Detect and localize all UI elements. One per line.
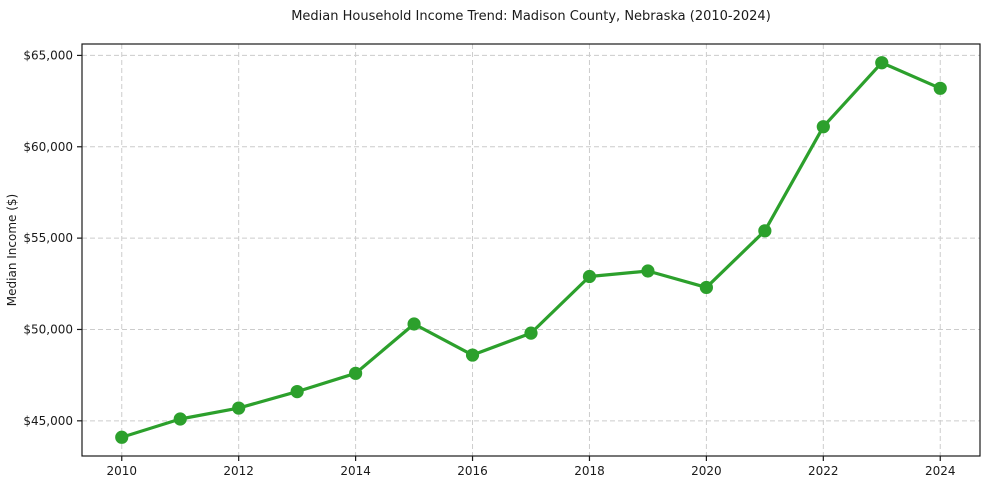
y-tick-label-45000: $45,000 xyxy=(23,414,73,428)
axis-tick-labels: $45,000 $50,000 $55,000 $60,000 $65,000 2010 2… xyxy=(23,48,955,478)
data-point-2015 xyxy=(407,317,421,331)
data-point-2012 xyxy=(232,401,246,415)
x-tick-label-2020: 2020 xyxy=(691,464,722,478)
trend-line-series xyxy=(115,56,947,444)
x-tick-label-2022: 2022 xyxy=(808,464,839,478)
data-point-2017 xyxy=(524,326,538,340)
data-point-2022 xyxy=(816,120,830,134)
data-point-2010 xyxy=(115,430,129,444)
data-point-2013 xyxy=(290,384,304,399)
x-tick-label-2014: 2014 xyxy=(340,464,371,478)
chart-title: Median Household Income Trend: Madison C… xyxy=(291,9,771,24)
y-tick-label-65000: $65,000 xyxy=(23,48,73,62)
data-point-2016 xyxy=(465,348,480,362)
data-point-2018 xyxy=(582,269,597,284)
y-axis-label: Median Income ($) xyxy=(5,194,19,306)
data-point-2020 xyxy=(699,280,713,295)
data-point-2011 xyxy=(173,412,187,426)
data-point-2019 xyxy=(641,264,655,278)
data-point-2021 xyxy=(758,224,772,238)
gridlines xyxy=(82,44,980,456)
x-tick-label-2010: 2010 xyxy=(106,464,137,478)
y-tick-label-55000: $55,000 xyxy=(23,231,73,245)
trend-line xyxy=(120,61,942,439)
data-point-2014 xyxy=(349,366,363,380)
axis-tick-marks xyxy=(77,54,941,461)
plot-border xyxy=(81,43,981,457)
y-tick-label-60000: $60,000 xyxy=(23,140,73,154)
y-tick-label-50000: $50,000 xyxy=(23,322,73,336)
x-tick-label-2012: 2012 xyxy=(223,464,254,478)
x-tick-label-2016: 2016 xyxy=(457,464,488,478)
x-tick-label-2018: 2018 xyxy=(574,464,605,478)
data-point-2023 xyxy=(875,56,889,70)
x-tick-label-2024: 2024 xyxy=(925,464,956,478)
data-point-2024 xyxy=(933,81,947,95)
